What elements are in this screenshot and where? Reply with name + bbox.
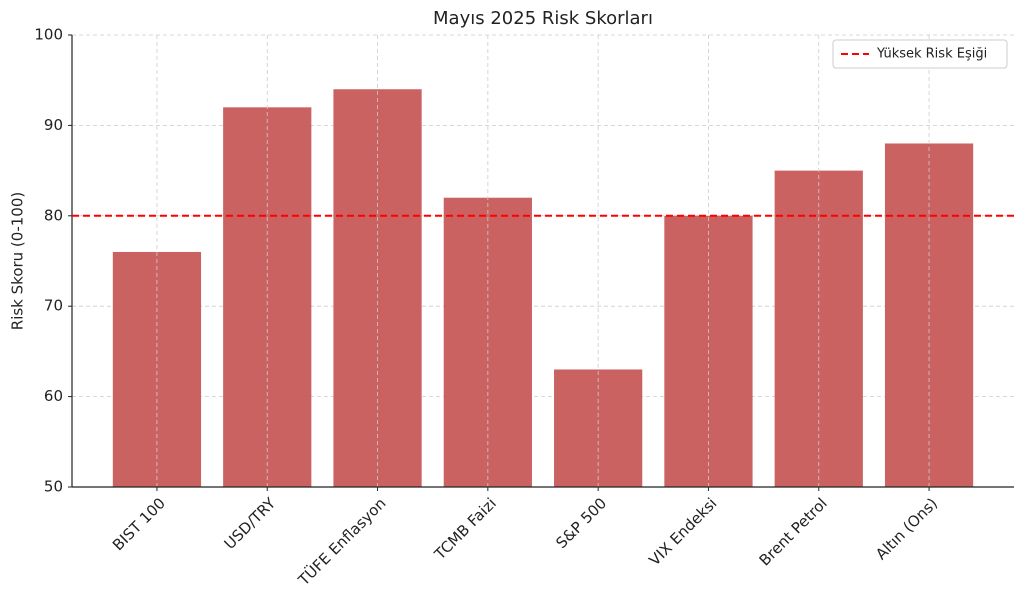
x-tick-label: Brent Petrol [756,494,831,569]
legend-label: Yüksek Risk Eşiği [876,47,987,62]
y-axis-label: Risk Skoru (0-100) [9,192,27,330]
y-tick-label: 90 [44,116,63,134]
x-tick-label: USD/TRY [221,494,280,553]
x-tick-label: TCMB Faizi [430,494,500,564]
y-tick-label: 60 [44,387,63,405]
legend-box [832,39,1008,69]
x-tick-label: TÜFE Enflasyon [293,494,389,590]
x-tick-label: BIST 100 [109,494,169,554]
y-tick-label: 70 [44,297,63,315]
x-tick-label: VIX Endeksi [645,494,720,569]
x-tick-label: Altın (Ons) [872,494,941,563]
bar [112,251,202,487]
chart-title: Mayıs 2025 Risk Skorları [433,8,653,29]
x-tick-label: S&P 500 [552,494,610,552]
y-tick-label: 100 [34,26,63,44]
legend: Yüksek Risk Eşiği [832,39,1008,69]
y-tick-label: 80 [44,206,63,224]
y-tick-label: 50 [44,478,63,496]
